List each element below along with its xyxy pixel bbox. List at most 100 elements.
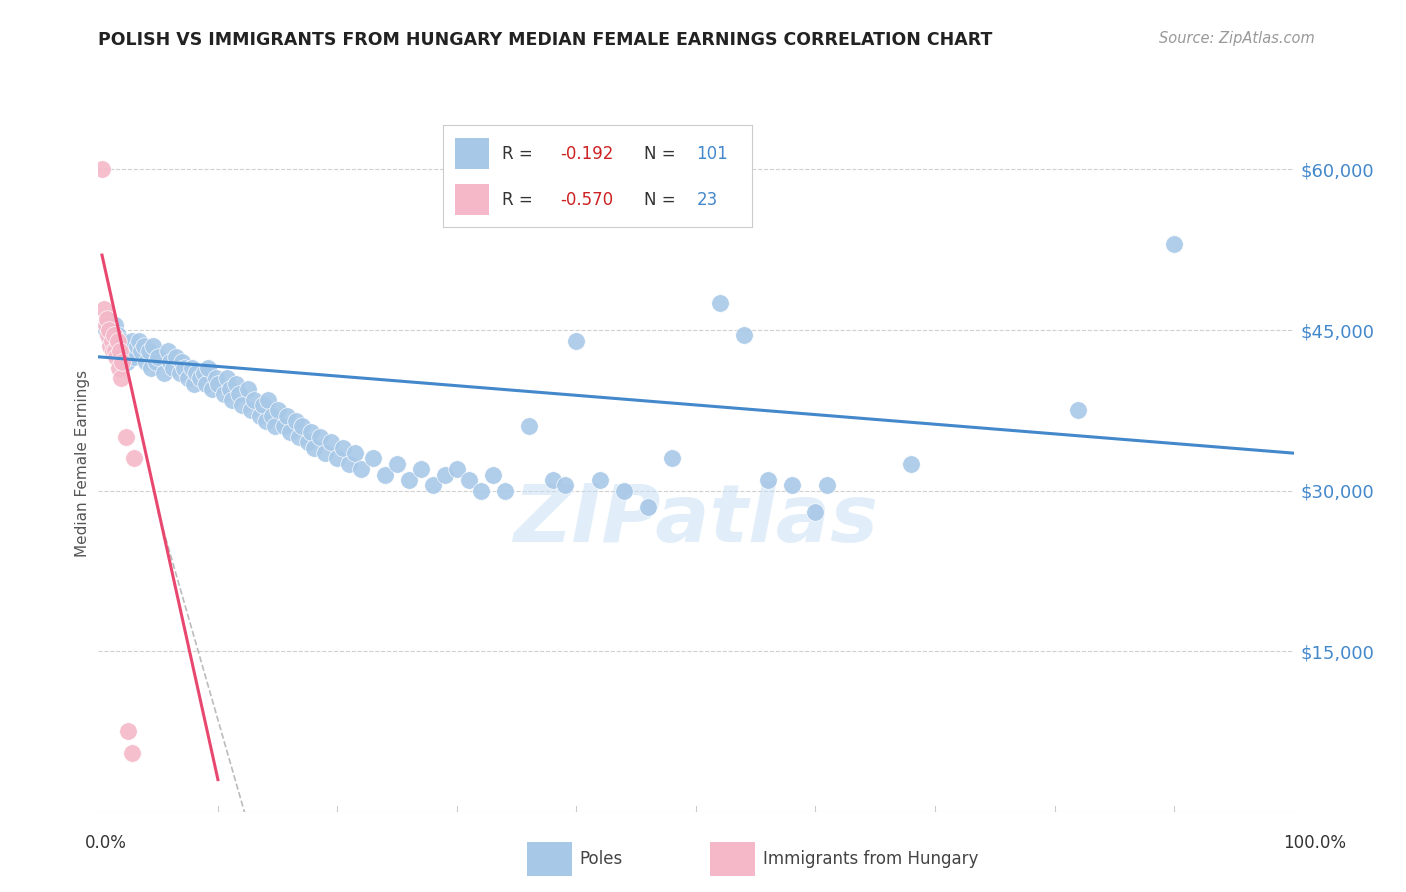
Point: [186, 366, 208, 380]
Point: [315, 446, 337, 460]
Point: [110, 371, 132, 385]
Point: [97, 312, 120, 326]
Point: [470, 483, 492, 498]
Point: [194, 376, 218, 391]
Point: [100, 334, 122, 348]
Point: [815, 478, 838, 492]
Point: [132, 339, 155, 353]
Point: [207, 376, 229, 391]
Point: [709, 296, 731, 310]
Point: [173, 360, 195, 375]
Point: [446, 462, 468, 476]
Point: [231, 398, 253, 412]
Point: [94, 318, 117, 332]
Point: [276, 409, 298, 423]
Point: [172, 355, 194, 369]
Point: [308, 430, 330, 444]
Point: [278, 425, 301, 439]
Point: [197, 360, 219, 375]
Point: [900, 457, 922, 471]
Point: [145, 355, 167, 369]
Point: [299, 425, 322, 439]
Point: [96, 312, 118, 326]
Point: [422, 478, 444, 492]
Point: [240, 403, 263, 417]
Text: 23: 23: [696, 191, 718, 209]
Point: [118, 344, 141, 359]
Point: [332, 441, 354, 455]
Point: [1163, 237, 1185, 252]
Point: [107, 360, 129, 375]
Point: [541, 473, 564, 487]
Point: [433, 467, 456, 482]
Point: [297, 435, 319, 450]
Point: [363, 451, 385, 466]
Point: [733, 328, 755, 343]
Text: 0.0%: 0.0%: [84, 834, 127, 852]
Point: [177, 371, 200, 385]
Point: [148, 350, 170, 364]
Point: [260, 409, 283, 423]
Point: [756, 473, 779, 487]
Point: [350, 462, 373, 476]
Point: [204, 371, 226, 385]
Point: [121, 746, 143, 760]
Point: [254, 414, 277, 428]
Text: 101: 101: [696, 145, 728, 162]
Point: [565, 334, 588, 348]
Point: [257, 392, 280, 407]
Point: [98, 323, 121, 337]
Point: [374, 467, 396, 482]
Point: [104, 344, 127, 359]
Point: [219, 382, 242, 396]
Text: R =: R =: [502, 191, 533, 209]
Point: [217, 371, 239, 385]
Point: [98, 334, 122, 348]
Point: [124, 350, 146, 364]
Point: [221, 392, 243, 407]
FancyBboxPatch shape: [456, 185, 489, 215]
Point: [252, 398, 274, 412]
Point: [156, 344, 179, 359]
Text: 100.0%: 100.0%: [1284, 834, 1346, 852]
Point: [589, 473, 612, 487]
Point: [193, 366, 215, 380]
Point: [128, 334, 150, 348]
Point: [124, 451, 146, 466]
Point: [101, 339, 124, 353]
Point: [458, 473, 481, 487]
Point: [108, 344, 131, 359]
Point: [139, 360, 162, 375]
Text: N =: N =: [644, 145, 675, 162]
Text: R =: R =: [502, 145, 533, 162]
Text: Immigrants from Hungary: Immigrants from Hungary: [763, 850, 979, 868]
Point: [97, 328, 120, 343]
Point: [101, 344, 124, 359]
Text: ZIPatlas: ZIPatlas: [513, 481, 879, 558]
Point: [326, 451, 349, 466]
Point: [91, 162, 114, 177]
Point: [554, 478, 576, 492]
Point: [228, 387, 250, 401]
Point: [180, 360, 202, 375]
Point: [494, 483, 516, 498]
Point: [291, 419, 314, 434]
Point: [135, 355, 157, 369]
Point: [1067, 403, 1090, 417]
Point: [321, 435, 343, 450]
Point: [108, 344, 131, 359]
Text: POLISH VS IMMIGRANTS FROM HUNGARY MEDIAN FEMALE EARNINGS CORRELATION CHART: POLISH VS IMMIGRANTS FROM HUNGARY MEDIAN…: [98, 31, 993, 49]
Point: [98, 339, 122, 353]
Point: [114, 339, 136, 353]
Point: [225, 376, 247, 391]
FancyBboxPatch shape: [456, 138, 489, 169]
Point: [201, 382, 224, 396]
Point: [111, 355, 134, 369]
Point: [159, 355, 181, 369]
Point: [236, 382, 259, 396]
Point: [780, 478, 803, 492]
Point: [183, 376, 205, 391]
Point: [302, 441, 325, 455]
Point: [107, 334, 129, 348]
Point: [243, 392, 266, 407]
